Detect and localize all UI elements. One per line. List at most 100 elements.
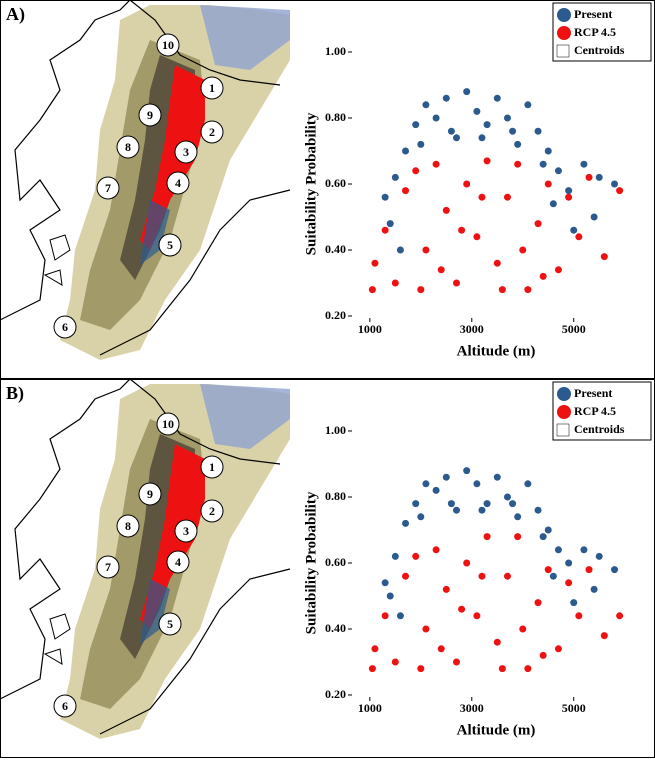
point [452, 279, 460, 287]
y-axis-label: Suitability Probability [303, 112, 319, 255]
point [396, 246, 404, 254]
point [452, 658, 460, 666]
map [0, 0, 291, 361]
x-tick-label: 3000 [460, 701, 484, 715]
map-label: 9 [147, 108, 153, 122]
point [371, 645, 379, 653]
point [442, 473, 450, 481]
map-marker [174, 519, 198, 543]
point [580, 160, 588, 168]
panel: B) 10 1 2 3 4 5 6 7 8 9 0.20 0.40 0.60 0.80 1.00 1000 300… [0, 378, 655, 758]
point [544, 526, 552, 534]
legend-label: Centroids [574, 43, 625, 57]
point [391, 173, 399, 181]
map-label: 7 [105, 181, 111, 195]
point [534, 127, 542, 135]
point [422, 625, 430, 633]
point [447, 127, 455, 135]
x-tick-label: 3000 [460, 322, 484, 336]
point [549, 572, 557, 580]
map-marker [116, 135, 140, 159]
legend-marker [556, 423, 570, 437]
point [534, 506, 542, 514]
map-label: 3 [183, 145, 189, 159]
point [600, 632, 608, 640]
point [432, 114, 440, 122]
map-label: 2 [209, 125, 215, 139]
legend-marker [557, 387, 571, 401]
point [616, 612, 624, 620]
map-marker [156, 33, 180, 57]
map-marker [53, 694, 77, 718]
point [463, 180, 471, 188]
y-tick-label: 0.80 [325, 489, 346, 503]
y-tick-label: 0.40 [325, 242, 346, 256]
y-tick-label: 0.80 [325, 110, 346, 124]
panel: A) 10 1 2 3 4 5 6 7 8 9 0.20 0.40 0.60 0.80 1.00 1000 300… [0, 0, 655, 379]
point [402, 572, 410, 580]
point [595, 552, 603, 560]
point [503, 114, 511, 122]
legend-marker [557, 405, 571, 419]
point [539, 533, 547, 541]
point [524, 286, 532, 294]
point [478, 134, 486, 142]
point [437, 266, 445, 274]
point [483, 500, 491, 508]
point [458, 226, 466, 234]
point [534, 599, 542, 607]
point [432, 486, 440, 494]
map-marker [116, 514, 140, 538]
centroid [478, 217, 485, 224]
point [478, 193, 486, 201]
legend-label: Present [574, 386, 612, 400]
point [580, 546, 588, 554]
point [386, 220, 394, 228]
point [396, 612, 404, 620]
legend-label: Centroids [574, 422, 625, 436]
point [519, 625, 527, 633]
legend-marker [557, 26, 571, 40]
map-marker [174, 140, 198, 164]
point [442, 94, 450, 102]
point [524, 101, 532, 109]
point [493, 94, 501, 102]
point [611, 180, 619, 188]
map-label: 4 [175, 176, 181, 190]
point [473, 233, 481, 241]
point [463, 88, 471, 96]
y-tick-label: 0.20 [325, 687, 346, 701]
point [565, 193, 573, 201]
point [417, 665, 425, 673]
point [590, 213, 598, 221]
point [386, 592, 394, 600]
map-marker [96, 176, 120, 200]
point [534, 220, 542, 228]
centroid [478, 243, 485, 250]
point [585, 566, 593, 574]
point [463, 559, 471, 567]
point [473, 612, 481, 620]
point [473, 480, 481, 488]
point [452, 506, 460, 514]
point [554, 645, 562, 653]
point [417, 513, 425, 521]
point [509, 127, 517, 135]
legend-label: RCP 4.5 [574, 404, 616, 418]
point [585, 173, 593, 181]
point [483, 533, 491, 541]
y-tick-label: 0.60 [325, 176, 346, 190]
point [554, 266, 562, 274]
point [503, 193, 511, 201]
x-tick-label: 1000 [358, 701, 382, 715]
point [381, 226, 389, 234]
map-label: 8 [125, 140, 131, 154]
map-label: 8 [125, 519, 131, 533]
point [442, 206, 450, 214]
map-label: 5 [167, 238, 173, 252]
legend-label: Present [574, 7, 612, 21]
point [493, 259, 501, 267]
centroid [478, 596, 485, 603]
map-marker [156, 412, 180, 436]
